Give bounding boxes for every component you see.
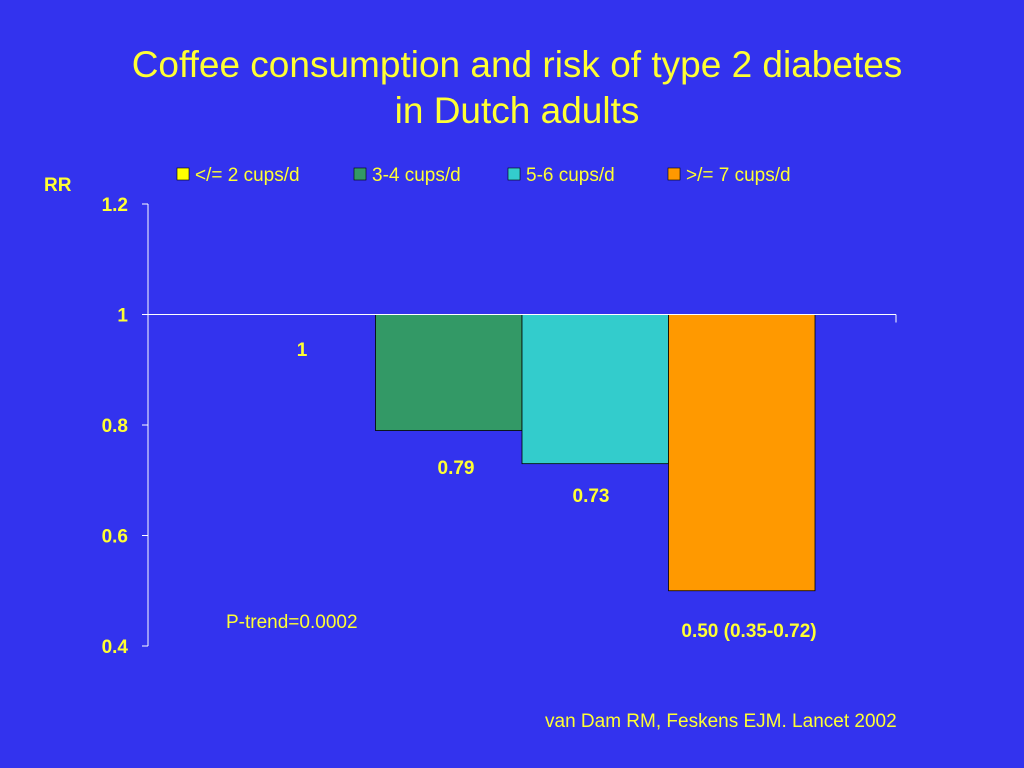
y-tick-label: 0.8 bbox=[102, 416, 128, 437]
y-axis-label: RR bbox=[44, 175, 72, 196]
citation: van Dam RM, Feskens EJM. Lancet 2002 bbox=[545, 711, 897, 732]
legend-label-4: >/= 7 cups/d bbox=[686, 165, 791, 186]
data-label-2: 0.79 bbox=[438, 458, 475, 479]
slide-title-line-2: in Dutch adults bbox=[394, 90, 640, 131]
legend-swatch-3 bbox=[507, 167, 521, 181]
slide-title-line-1: Coffee consumption and risk of type 2 di… bbox=[131, 44, 903, 85]
y-tick-label: 0.6 bbox=[102, 527, 128, 548]
data-label-4: 0.50 (0.35-0.72) bbox=[681, 621, 816, 642]
bar-4 bbox=[668, 314, 816, 592]
legend-swatch-1 bbox=[176, 167, 190, 181]
legend-label-1: </= 2 cups/d bbox=[195, 165, 300, 186]
data-label-3: 0.73 bbox=[573, 486, 610, 507]
bar-2 bbox=[375, 314, 523, 431]
bar-3 bbox=[521, 314, 669, 465]
y-tick-label: 0.4 bbox=[102, 637, 129, 658]
legend-swatch-4 bbox=[667, 167, 681, 181]
legend-label-2: 3-4 cups/d bbox=[372, 165, 461, 186]
y-tick-label: 1.2 bbox=[102, 195, 128, 216]
legend-swatch-2 bbox=[353, 167, 367, 181]
data-label-1: 1 bbox=[297, 340, 308, 361]
legend-label-3: 5-6 cups/d bbox=[526, 165, 615, 186]
y-tick-label: 1 bbox=[117, 306, 128, 327]
p-trend-annotation: P-trend=0.0002 bbox=[226, 612, 358, 633]
